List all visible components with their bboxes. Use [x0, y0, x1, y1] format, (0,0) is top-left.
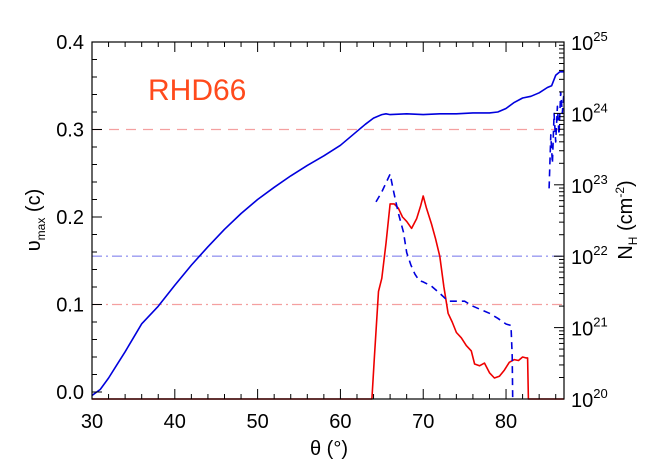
x-tick-label: 30 — [81, 411, 103, 433]
annotation-label: RHD66 — [148, 74, 246, 107]
y-right-unit-post: ) — [615, 180, 637, 187]
y-right-subscript: H — [626, 237, 640, 246]
y-axis-left-title: υmax (c) — [23, 189, 48, 252]
x-tick-label: 70 — [412, 411, 434, 433]
y-right-tick-label: 1022 — [571, 243, 608, 269]
series-line-0 — [91, 71, 564, 397]
y-left-tick-label: 0.0 — [56, 382, 84, 404]
y-right-tick-label: 1024 — [571, 100, 608, 126]
ticks-group — [91, 41, 564, 400]
y-right-unit-sup: -2 — [613, 187, 627, 198]
x-tick-label: 60 — [329, 411, 351, 433]
y-right-base: N — [615, 245, 637, 259]
y-left-tick-label: 0.2 — [56, 207, 84, 229]
y-right-tick-label: 1020 — [571, 386, 608, 412]
series-line-3 — [548, 91, 565, 189]
plot-frame — [91, 41, 565, 400]
series-group — [91, 71, 565, 400]
x-tick-label: 50 — [246, 411, 268, 433]
y-left-symbol: υ — [23, 240, 45, 251]
reference-lines — [92, 128, 564, 306]
x-tick-label: 40 — [164, 411, 186, 433]
series-line-2 — [375, 173, 514, 400]
y-left-unit: (c) — [23, 189, 45, 218]
x-tick-label: 80 — [495, 411, 517, 433]
series-line-1 — [92, 195, 564, 400]
x-axis-title: θ (°) — [310, 438, 348, 460]
y-left-tick-label: 0.1 — [56, 295, 84, 317]
y-left-tick-label: 0.4 — [56, 32, 84, 54]
y-left-subscript: max — [34, 218, 48, 241]
y-right-unit-pre: (cm — [615, 198, 637, 237]
y-left-tick-label: 0.3 — [56, 120, 84, 142]
y-right-tick-label: 1025 — [571, 29, 608, 55]
y-right-tick-label: 1023 — [571, 172, 608, 198]
tick-labels-group: 30 40 50 60 70 80 0.0 0.1 0.2 0.3 0.4 1020 1021 1022 1… — [56, 29, 608, 433]
y-axis-right-title: NH (cm-2) — [613, 180, 640, 259]
y-right-tick-label: 1021 — [571, 315, 608, 341]
